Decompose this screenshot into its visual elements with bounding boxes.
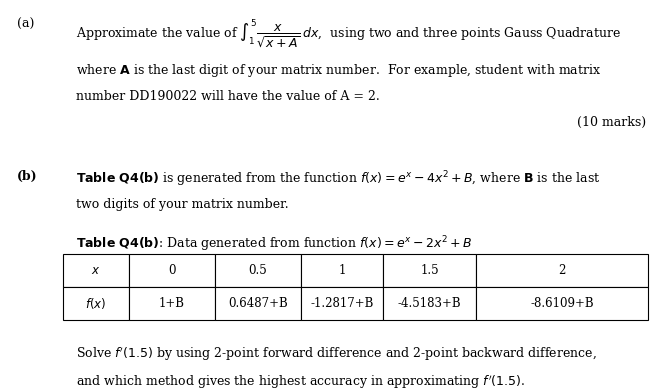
Text: where $\mathbf{A}$ is the last digit of your matrix number.  For example, studen: where $\mathbf{A}$ is the last digit of … [76,62,602,80]
Bar [476,254,648,287]
Text: 1.5: 1.5 [420,264,439,277]
Text: Approximate the value of $\int_1^5 \dfrac{x}{\sqrt{x+A}}\,dx$,  using two and th: Approximate the value of $\int_1^5 \dfra… [76,18,621,50]
Text: 0.6487+B: 0.6487+B [228,297,288,310]
Text: number DD190022 will have the value of A = 2.: number DD190022 will have the value of A… [76,90,380,103]
Text: 0.5: 0.5 [249,264,267,277]
Text: $x$: $x$ [91,264,100,277]
Text: Solve $f'(1.5)$ by using 2-point forward difference and 2-point backward differe: Solve $f'(1.5)$ by using 2-point forward… [76,345,597,363]
Bar [215,254,301,287]
Bar [129,254,215,287]
Text: two digits of your matrix number.: two digits of your matrix number. [76,198,289,211]
Text: $f(x)$: $f(x)$ [85,296,106,311]
Text: -4.5183+B: -4.5183+B [398,297,461,310]
Bar [383,254,476,287]
Bar [383,287,476,320]
Text: and which method gives the highest accuracy in approximating $f'(1.5)$.: and which method gives the highest accur… [76,373,525,390]
Text: (b): (b) [17,170,37,183]
Text: $\mathbf{Table\ Q4(b)}$: Data generated from function $f(x)=e^x-2x^2+B$: $\mathbf{Table\ Q4(b)}$: Data generated … [76,235,473,254]
Bar [63,287,129,320]
Text: $\mathbf{Table\ Q4(b)}$ is generated from the function $f(x) = e^x - 4x^2 + B$, : $\mathbf{Table\ Q4(b)}$ is generated fro… [76,170,601,189]
Bar [301,287,383,320]
Text: 2: 2 [558,264,566,277]
Text: 1: 1 [338,264,346,277]
Text: -8.6109+B: -8.6109+B [530,297,594,310]
Bar [301,254,383,287]
Text: -1.2817+B: -1.2817+B [311,297,373,310]
Text: (10 marks): (10 marks) [577,116,646,129]
Bar [476,287,648,320]
Bar [129,287,215,320]
Bar [63,254,129,287]
Text: 1+B: 1+B [159,297,185,310]
Text: 0: 0 [168,264,176,277]
Text: (a): (a) [17,18,34,30]
Bar [215,287,301,320]
